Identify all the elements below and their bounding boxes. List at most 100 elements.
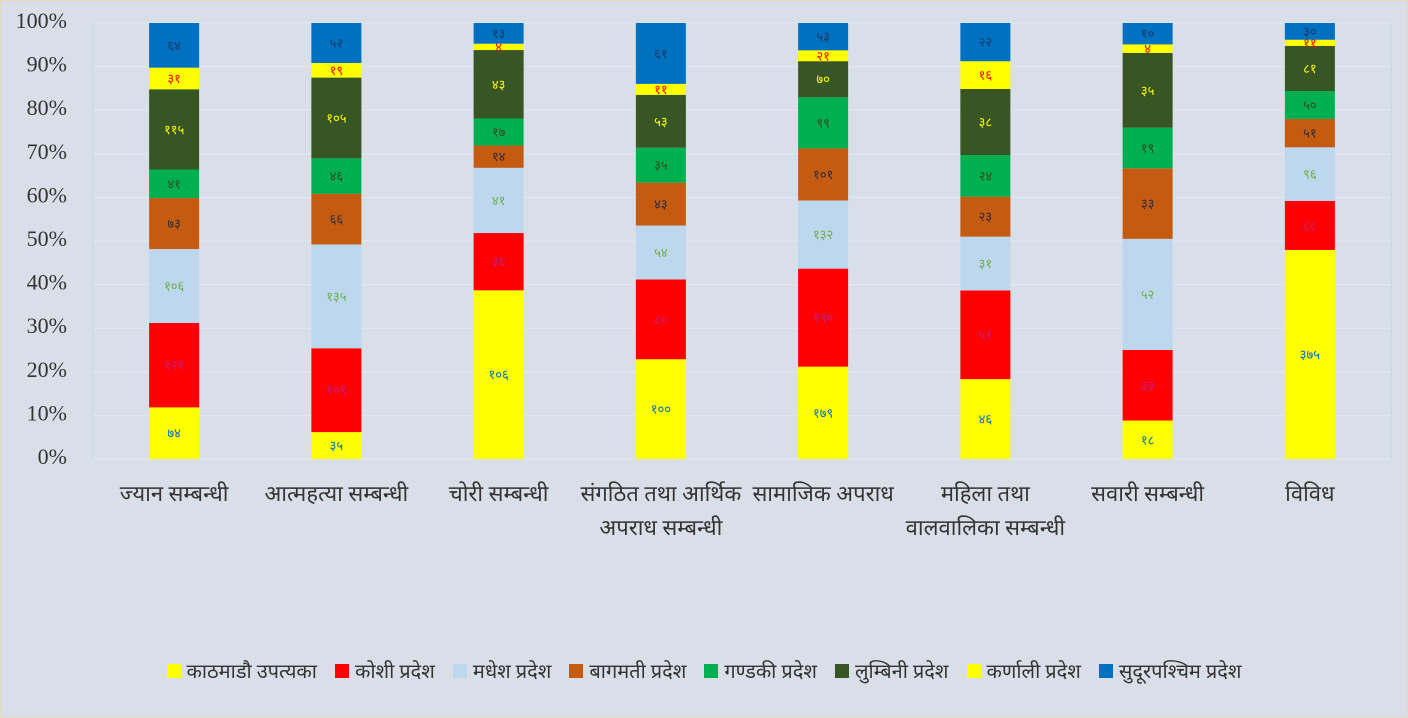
data-label: ८०: [654, 313, 668, 328]
data-label: ५४: [654, 246, 668, 261]
bar-segment: [960, 379, 1011, 459]
bar-segment: [311, 23, 362, 63]
bar-segment: [149, 198, 200, 250]
bar-segment: [473, 118, 524, 146]
data-label: ५३: [654, 115, 668, 130]
y-tick-label: 80%: [27, 95, 67, 120]
bar-segment: [960, 196, 1011, 237]
bar-segment: [1284, 200, 1335, 250]
bar-segment: [798, 97, 849, 149]
bar-segment: [1284, 45, 1335, 92]
data-label: ३०: [1303, 25, 1317, 40]
data-label: २३: [979, 210, 993, 225]
legend-swatch: [452, 663, 467, 678]
data-label: १९: [330, 64, 344, 79]
bar-segment: [473, 50, 524, 119]
data-label: ६१: [654, 47, 668, 62]
legend: काठमाडौ उपत्यका कोशी प्रदेश मधेश प्रदेश बाग…: [1, 657, 1407, 684]
bar-segment: [1284, 118, 1335, 148]
bar-segment: [960, 236, 1011, 291]
data-label: १०: [1141, 27, 1155, 42]
data-label: ८८: [1303, 219, 1317, 234]
x-tick-label: महिला तथा वालवालिका सम्बन्धी: [905, 481, 1066, 540]
bar-segment: [311, 62, 362, 78]
legend-label: मधेश प्रदेश: [472, 661, 552, 683]
legend-label: कोशी प्रदेश: [354, 661, 435, 683]
legend-swatch: [334, 663, 349, 678]
legend-item: कोशी प्रदेश: [334, 657, 435, 684]
bar-segment: [149, 322, 200, 408]
legend-swatch: [704, 663, 719, 678]
data-label: ७०: [816, 73, 830, 88]
bar-segment: [1122, 168, 1173, 239]
data-label: ९९: [816, 116, 830, 131]
data-label: ३३: [1141, 197, 1155, 212]
bar-segment: [149, 89, 200, 170]
bar-segment: [635, 23, 686, 84]
bar-segment: [960, 23, 1011, 62]
bar-segment: [635, 94, 686, 148]
data-label: १००: [651, 403, 671, 418]
legend-swatch: [966, 663, 981, 678]
data-label: ३५: [330, 439, 344, 454]
y-tick-label: 40%: [27, 270, 67, 295]
data-label: ५१: [1303, 127, 1317, 142]
data-label: ५२: [1141, 288, 1155, 303]
data-label: ३५: [654, 159, 668, 174]
data-label: ३८: [979, 116, 993, 131]
bar-segment: [311, 348, 362, 433]
data-label: ७३: [167, 217, 181, 232]
data-label: ३१: [979, 257, 993, 272]
data-label: ४: [1144, 42, 1151, 57]
data-label: १०५: [326, 111, 347, 126]
legend-item: सुदूरपश्चिम प्रदेश: [1098, 657, 1242, 684]
y-tick-label: 70%: [27, 139, 67, 164]
data-label: ५३: [816, 30, 830, 45]
legend-item: लुम्बिनी प्रदेश: [834, 657, 949, 684]
x-tick-label: आत्महत्या सम्बन्धी: [264, 481, 409, 506]
bar-segment: [1122, 420, 1173, 459]
bar-segment: [635, 182, 686, 226]
bar-segment: [1122, 52, 1173, 128]
x-tick-label: संगठित तथा आर्थिक अपराध सम्बन्धी: [580, 481, 742, 540]
bar-segment: [960, 89, 1011, 156]
y-tick-label: 0%: [38, 444, 67, 469]
bar-segment: [149, 23, 200, 68]
data-label: ४६: [330, 170, 344, 185]
bar-segment: [1284, 91, 1335, 119]
data-label: ८१: [1303, 62, 1317, 77]
data-label: १९०: [813, 311, 833, 326]
bar-segment: [473, 23, 524, 44]
bar-segment: [311, 77, 362, 159]
x-tick-label: सवारी सम्बन्धी: [1091, 481, 1205, 506]
x-tick-label: चोरी सम्बन्धी: [448, 481, 549, 506]
data-label: ४: [495, 40, 502, 55]
legend-label: कर्णाली प्रदेश: [986, 661, 1081, 683]
data-label: १७९: [813, 406, 833, 421]
data-label: ४१: [167, 177, 181, 192]
legend-label: लुम्बिनी प्रदेश: [854, 661, 949, 683]
data-label: १०६: [488, 368, 509, 383]
bar-segment: [149, 249, 200, 323]
bar-segment: [1122, 127, 1173, 169]
data-label: १२१: [164, 359, 184, 374]
legend-swatch: [834, 663, 849, 678]
bar-segment: [635, 225, 686, 280]
bar-segment: [311, 158, 362, 194]
bar-segment: [149, 67, 200, 90]
data-label: १०९: [326, 384, 346, 399]
data-label: ५२: [330, 36, 344, 51]
bar-segment: [798, 366, 849, 459]
legend-label: सुदूरपश्चिम प्रदेश: [1118, 661, 1242, 683]
data-label: ४६: [979, 413, 993, 428]
y-tick-label: 100%: [16, 8, 67, 33]
legend-item: काठमाडौ उपत्यका: [166, 657, 317, 684]
data-label: ३३: [1141, 379, 1155, 394]
bar-segment: [1284, 249, 1335, 459]
bar-segment: [1122, 350, 1173, 421]
bar-segment: [798, 61, 849, 98]
bar-segment: [960, 61, 1011, 90]
data-label: ९६: [1303, 168, 1317, 183]
data-label: १९: [1141, 142, 1155, 157]
